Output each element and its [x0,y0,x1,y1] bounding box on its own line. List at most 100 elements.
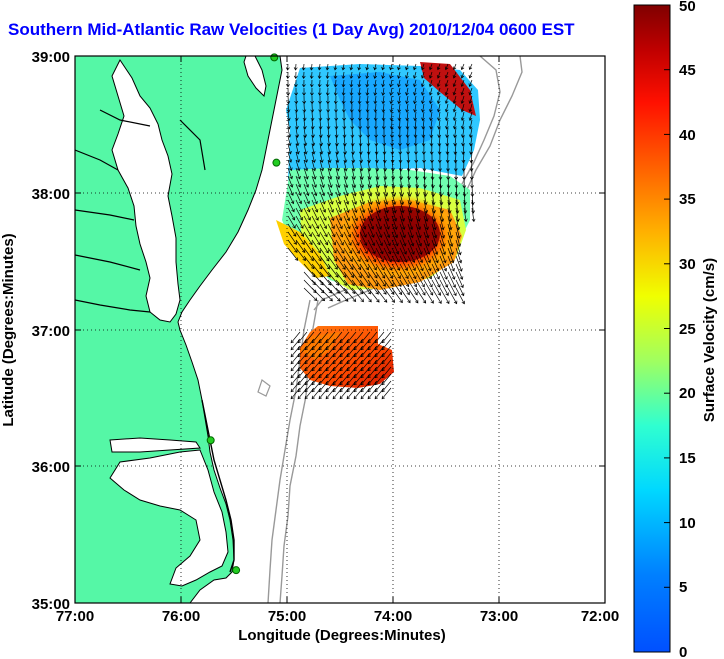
velocity-arrow [327,183,334,197]
velocity-arrow [428,71,433,79]
velocity-arrow [343,223,352,238]
velocity-arrow [359,279,372,295]
velocity-arrow [405,63,409,71]
velocity-arrow [452,79,457,88]
velocity-arrow [343,287,357,302]
velocity-arrow [423,223,430,239]
velocity-arrow [332,387,343,400]
velocity-arrow [373,79,378,88]
velocity-arrow [327,207,335,221]
velocity-arrow [357,63,362,71]
velocity-arrow [319,215,328,230]
velocity-arrow [439,271,449,288]
velocity-arrow [359,167,364,180]
velocity-arrow [335,151,340,164]
velocity-arrow [343,247,353,262]
velocity-arrow [375,247,385,263]
velocity-arrow [295,127,300,138]
velocity-arrow [453,151,458,164]
velocity-arrow [428,95,433,105]
velocity-arrow [286,80,290,88]
velocity-arrow [333,71,338,80]
velocity-arrow [375,279,387,295]
velocity-arrow [439,263,448,280]
velocity-arrow [343,175,349,189]
velocity-arrow [468,127,473,138]
velocity-arrow [359,271,371,287]
velocity-arrow [351,167,356,180]
velocity-arrow [327,239,337,254]
velocity-arrow [311,239,321,254]
velocity-arrow [428,103,433,113]
y-tick-label: 37:00 [32,323,70,340]
velocity-arrow [359,247,369,263]
velocity-arrow [319,255,330,270]
velocity-arrow [423,247,431,264]
velocity-arrow [399,191,405,206]
velocity-arrow [413,111,418,122]
velocity-arrow [359,223,367,238]
velocity-arrow [319,159,325,172]
velocity-arrow [351,263,362,279]
velocity-arrow [286,103,291,113]
velocity-arrow [357,79,362,88]
velocity-arrow [287,119,291,130]
velocity-arrow [290,373,301,386]
velocity-arrow [399,239,407,255]
velocity-arrow [295,223,305,237]
velocity-arrow [423,263,433,280]
velocity-arrow [287,191,295,205]
velocity-arrow [447,183,451,197]
velocity-arrow [375,215,382,230]
colorbar-tick: 40 [679,127,696,144]
velocity-arrow [319,287,333,302]
velocity-arrow [290,352,301,365]
velocity-arrow [319,183,326,197]
velocity-arrow [335,263,347,278]
velocity-arrow [310,103,315,113]
velocity-arrow [343,199,350,214]
velocity-arrow [319,151,324,164]
velocity-arrow [287,167,293,180]
velocity-arrow [415,199,421,214]
velocity-arrow [349,79,354,88]
velocity-arrow [397,87,401,96]
velocity-arrow [415,223,422,239]
velocity-arrow [468,87,473,96]
velocity-arrow [319,167,325,180]
velocity-arrow [381,111,386,122]
velocity-arrow [469,159,474,172]
velocity-arrow [327,175,333,189]
velocity-arrow [407,231,415,247]
velocity-arrow [407,271,417,288]
velocity-arrow [436,111,441,122]
velocity-arrow [367,231,376,247]
velocity-arrow [327,223,336,238]
velocity-arrow [415,287,427,304]
velocity-arrow [429,111,433,122]
velocity-arrow [319,143,324,155]
velocity-arrow [391,183,396,197]
velocity-arrow [287,239,298,253]
velocity-arrow [287,127,292,138]
velocity-arrow [335,231,344,246]
velocity-arrow [455,255,463,272]
velocity-arrow [391,287,403,304]
velocity-arrow [391,271,402,288]
velocity-arrow [444,95,449,105]
velocity-arrow [439,287,450,305]
velocity-arrow [317,79,322,88]
velocity-arrow [436,95,441,105]
velocity-arrow [420,63,425,71]
velocity-arrow [287,207,296,221]
velocity-arrow [375,223,383,238]
velocity-arrow [407,191,413,206]
velocity-arrow [311,151,316,164]
velocity-arrow [471,199,476,214]
velocity-arrow [412,79,417,88]
velocity-arrow [373,95,378,105]
velocity-arrow [303,191,310,205]
velocity-arrow [365,71,370,79]
velocity-arrow [295,215,304,229]
velocity-arrow [444,63,449,71]
